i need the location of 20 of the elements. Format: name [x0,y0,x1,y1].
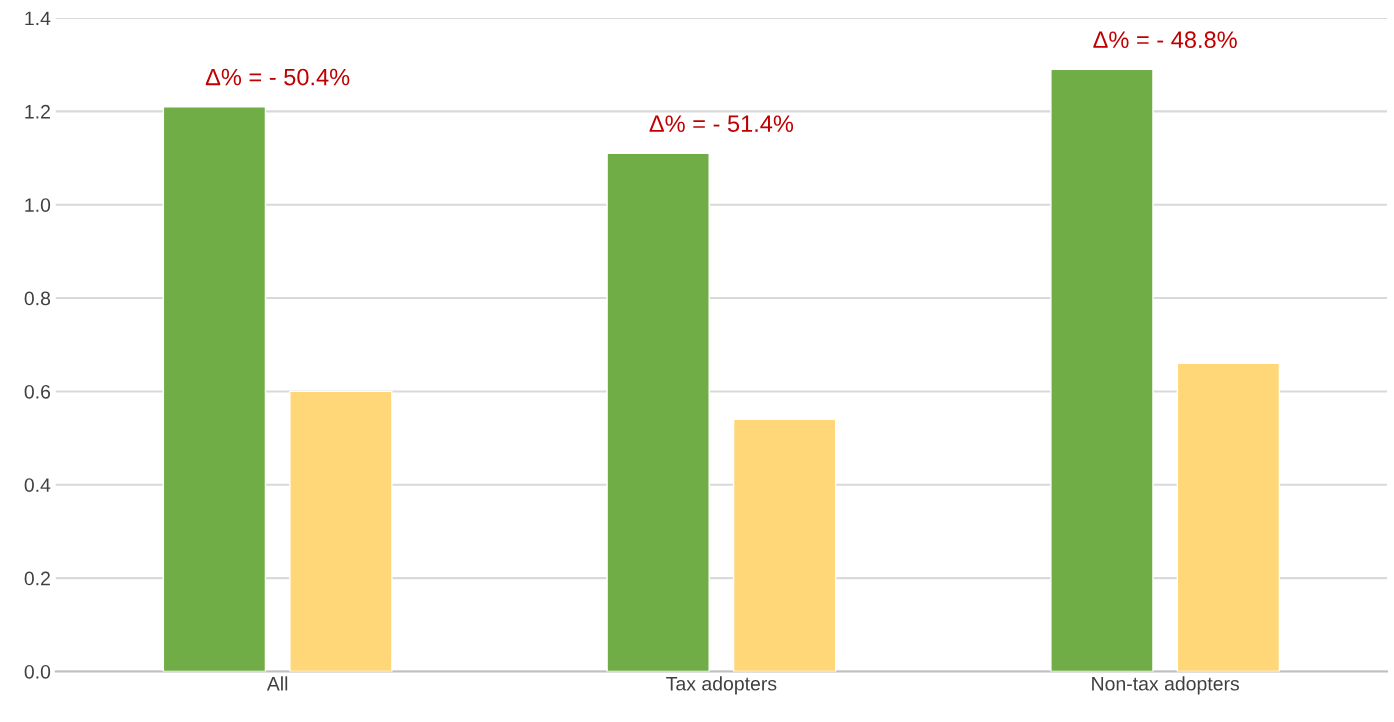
annotation: Δ% = - 50.4% [205,68,350,86]
y-tick-label: 0.6 [24,384,51,399]
annotation: Δ% = - 51.4% [649,115,794,133]
bar [289,390,393,672]
y-tick-label: 0.2 [24,571,50,586]
y-tick-label: 0.0 [24,664,51,679]
bar [1050,68,1154,672]
bar [732,418,837,672]
y-tick-label: 1.2 [25,104,50,119]
bar [162,106,267,672]
x-tick-label: All [266,676,288,691]
annotation: Δ% = - 48.8% [1093,31,1237,49]
y-tick-label: 1.0 [25,198,51,212]
y-tick-label: 0.8 [24,291,51,306]
y-tick-label: 0.4 [24,478,51,493]
x-tick-label: Non-tax adopters [1092,676,1240,695]
y-tick-label: 1.4 [25,11,51,26]
bar [1176,362,1281,672]
x-tick-label: Tax adopters [666,676,777,695]
bar [606,152,710,672]
